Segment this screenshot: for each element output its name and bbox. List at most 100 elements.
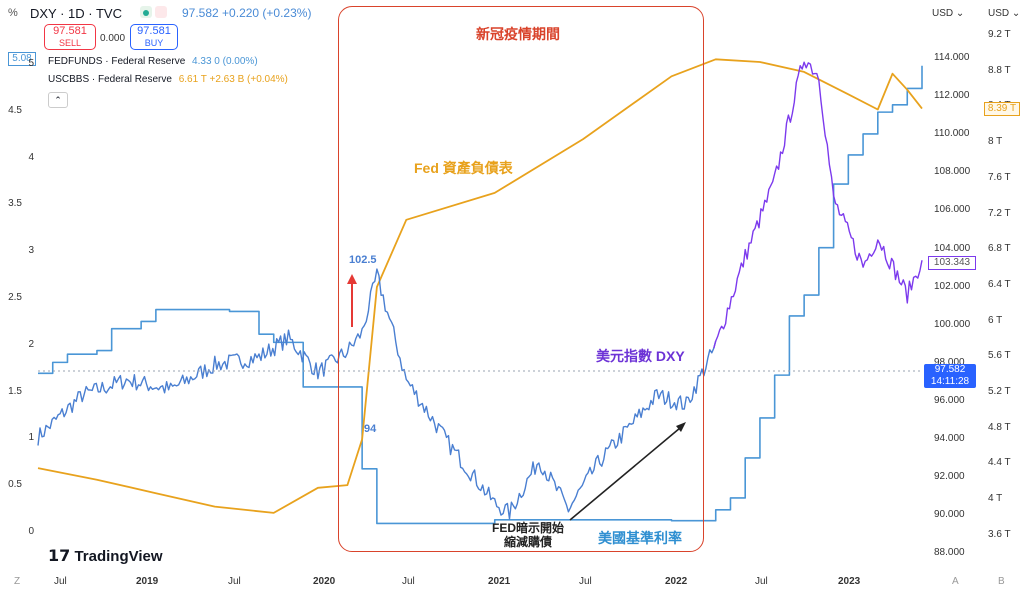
dxy-series-line-late — [713, 61, 923, 349]
right-tick-14: 3.6 T — [988, 528, 1011, 540]
x-tick-7: 2022 — [665, 576, 688, 587]
right-tick-13: 4 T — [988, 493, 1003, 505]
rise-arrow-head — [347, 274, 357, 284]
mid-tick-12: 90.000 — [934, 509, 965, 521]
x-tick-5: 2021 — [488, 576, 511, 587]
legend-fedfunds[interactable]: FEDFUNDS · Federal Reserve 4.33 0 (0.00%… — [48, 56, 258, 67]
mid-tick-2: 110.000 — [934, 128, 970, 140]
x-tick-1: 2019 — [136, 576, 159, 587]
legend-fedfunds-change: 0 (0.00%) — [214, 56, 258, 67]
taper-arrow-head — [676, 422, 686, 432]
right-tick-10: 5.2 T — [988, 386, 1011, 397]
right-tick-0: 9.2 T — [988, 29, 1011, 40]
x-tick-3: 2020 — [313, 576, 336, 587]
collapse-legend-button[interactable]: ⌃ — [48, 92, 68, 108]
legend-fedfunds-value: 4.33 — [192, 56, 212, 67]
balance-series-line — [37, 58, 923, 514]
left-tick-2: 4 — [28, 151, 34, 163]
data-provider-icon — [155, 6, 167, 18]
market-open-icon — [140, 6, 152, 18]
right-tick-1: 8.8 T — [988, 64, 1011, 76]
left-tick-3: 3.5 — [8, 198, 22, 210]
legend-usccbbs-name: USCBBS · Federal Reserve — [48, 74, 172, 85]
last-price: 97.582 — [182, 6, 219, 20]
left-tick-1: 4.5 — [8, 104, 22, 116]
left-tick-9: 0.5 — [8, 479, 22, 491]
left-tick-0: 5 — [28, 58, 34, 69]
mid-tick-3: 108.000 — [934, 166, 971, 178]
sell-price: 97.581 — [53, 25, 87, 37]
dxy-badge: 103.343 — [928, 256, 976, 270]
covid-period-box — [338, 6, 704, 552]
tradingview-logo-icon: 𝟭𝟳 — [48, 548, 71, 565]
balance-badge: 8.39 T — [984, 102, 1020, 116]
mid-tick-13: 88.000 — [934, 547, 965, 559]
x-tick-8: Jul — [755, 576, 768, 587]
legend-fedfunds-name: FEDFUNDS · Federal Reserve — [48, 56, 186, 67]
dxy-label: 美元指數 DXY — [596, 348, 685, 364]
rate-label: 美國基準利率 — [598, 530, 682, 546]
taper-arrow — [569, 427, 681, 521]
right-tick-4: 7.6 T — [988, 171, 1011, 183]
corner-z[interactable]: Z — [14, 576, 21, 587]
mid-tick-4: 106.000 — [934, 204, 971, 216]
percent-scale-label: % — [8, 7, 18, 19]
sell-label: SELL — [58, 38, 82, 48]
price-change: +0.220 (+0.23%) — [222, 6, 312, 20]
peak-label: 102.5 — [349, 254, 377, 266]
legend-usccbbs-value: 6.61 T — [178, 74, 207, 85]
tradingview-logo[interactable]: 𝟭𝟳 TradingView — [48, 546, 163, 566]
chevron-down-icon: ⌄ — [955, 8, 965, 19]
sell-button[interactable]: 97.581 SELL — [44, 24, 96, 50]
mid-tick-7: 100.000 — [934, 318, 971, 330]
covid-label: 新冠疫情期間 — [476, 26, 560, 42]
mid-tick-8: 98.000 — [934, 356, 965, 368]
currency-select-1[interactable]: USD ⌄ — [932, 8, 964, 19]
legend-usccbbs[interactable]: USCBBS · Federal Reserve 6.61 T +2.63 B … — [48, 74, 288, 85]
taper-label-line2: 縮減購債 — [504, 535, 553, 549]
x-tick-2: Jul — [228, 576, 241, 587]
logo-text: TradingView — [74, 548, 163, 565]
left-tick-10: 0 — [28, 526, 34, 537]
right-tick-9: 5.6 T — [988, 350, 1011, 362]
mid-tick-1: 112.000 — [934, 90, 970, 102]
buy-label: BUY — [144, 38, 164, 48]
trough-label: 94 — [364, 423, 377, 435]
fedfunds-series-line — [38, 65, 923, 525]
countdown: 14:11:28 — [930, 376, 970, 387]
taper-label-line1: FED暗示開始 — [492, 521, 565, 535]
buy-price: 97.581 — [137, 25, 171, 37]
left-tick-6: 2 — [28, 338, 34, 350]
mid-tick-5: 104.000 — [934, 242, 971, 254]
corner-b[interactable]: B — [998, 576, 1005, 587]
left-tick-4: 3 — [28, 245, 34, 257]
mid-tick-6: 102.000 — [934, 280, 971, 292]
right-tick-8: 6 T — [988, 314, 1003, 326]
left-tick-8: 1 — [28, 432, 34, 444]
buy-button[interactable]: 97.581 BUY — [130, 24, 178, 50]
x-tick-0: Jul — [54, 576, 67, 587]
x-tick-6: Jul — [579, 576, 592, 587]
fed-balance-label: Fed 資產負債表 — [414, 160, 513, 176]
right-tick-11: 4.8 T — [988, 421, 1011, 433]
right-tick-6: 6.8 T — [988, 243, 1011, 255]
chevron-down-icon: ⌄ — [1011, 8, 1021, 19]
currency-2-label: USD — [988, 8, 1010, 19]
spread-value: 0.000 — [100, 33, 126, 44]
fedfunds-badge: 5.08 — [8, 52, 36, 66]
current-price: 97.582 — [934, 364, 966, 375]
price-readout: 97.582 +0.220 (+0.23%) — [182, 6, 311, 20]
symbol-title[interactable]: DXY · 1D · TVC — [30, 6, 122, 21]
corner-a[interactable]: A — [952, 576, 959, 587]
mid-tick-10: 94.000 — [934, 433, 965, 444]
right-tick-12: 4.4 T — [988, 457, 1011, 469]
chevron-up-icon: ⌃ — [54, 95, 62, 105]
status-indicators — [140, 6, 167, 18]
current-price-badge: 97.582 14:11:28 — [924, 364, 976, 388]
mid-tick-9: 96.000 — [934, 394, 965, 406]
left-tick-5: 2.5 — [8, 292, 22, 303]
currency-select-2[interactable]: USD ⌄ — [988, 8, 1020, 19]
right-tick-7: 6.4 T — [988, 278, 1011, 290]
dxy-series-line-early — [37, 268, 717, 520]
